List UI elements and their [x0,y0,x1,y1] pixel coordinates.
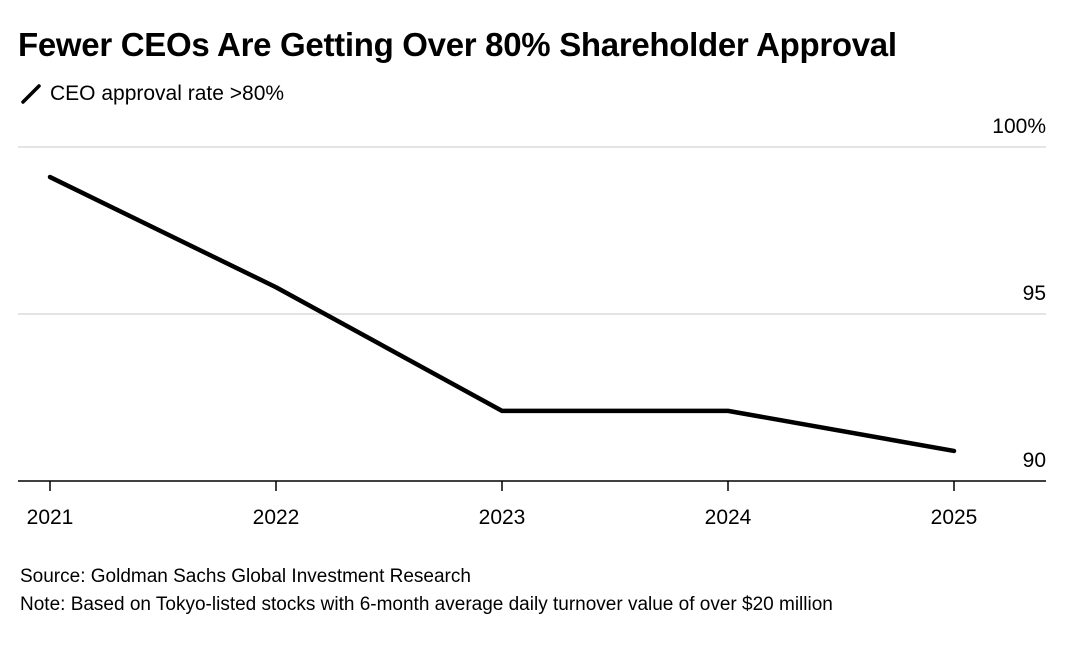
footnote: Note: Based on Tokyo-listed stocks with … [20,594,833,615]
x-tick-label: 2025 [931,506,978,529]
source-note: Source: Goldman Sachs Global Investment … [20,566,471,587]
x-tick-label: 2021 [27,506,74,529]
y-tick-label: 90 [1023,449,1046,472]
x-tick-label: 2023 [479,506,526,529]
y-tick-label: 95 [1023,282,1046,305]
legend-label: CEO approval rate >80% [50,82,285,105]
legend: CEO approval rate >80% [20,82,284,106]
y-tick-label: 100% [992,115,1046,138]
line-swatch-icon [21,84,41,104]
chart-title: Fewer CEOs Are Getting Over 80% Sharehol… [18,26,897,63]
x-tick-label: 2022 [253,506,300,529]
line-chart: 100% 95 90 2021 2022 2023 2024 2025 [18,115,1046,529]
x-tick-label: 2024 [705,506,752,529]
